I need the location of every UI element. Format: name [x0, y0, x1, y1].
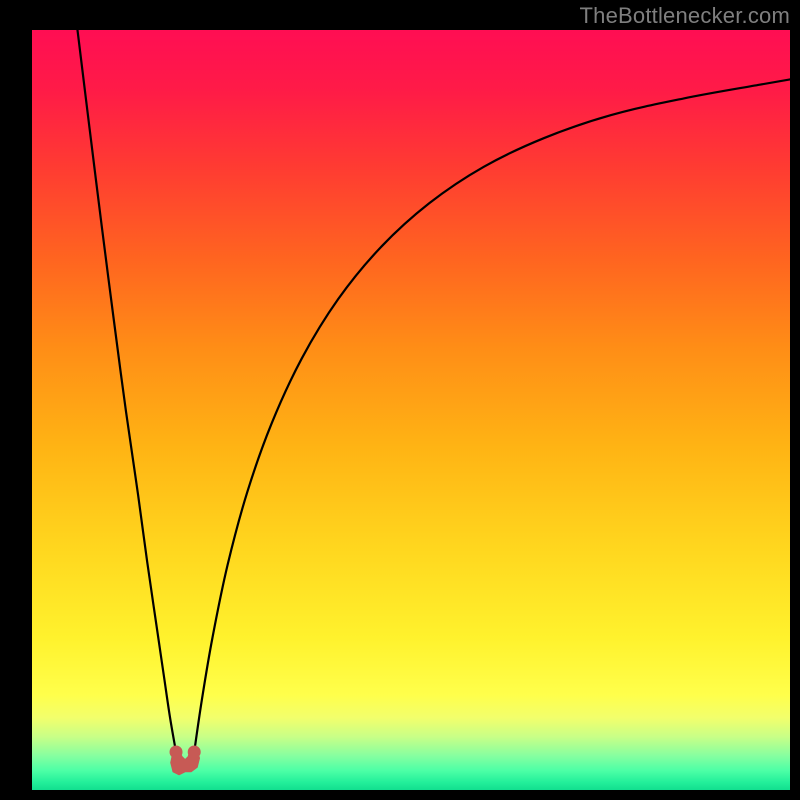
- page-root: TheBottlenecker.com: [0, 0, 800, 800]
- valley-endpoint-dot: [188, 746, 201, 759]
- watermark-text: TheBottlenecker.com: [580, 3, 790, 29]
- gradient-plot-area: [32, 30, 790, 790]
- valley-endpoint-dot: [170, 746, 183, 759]
- chart-svg: [0, 0, 800, 800]
